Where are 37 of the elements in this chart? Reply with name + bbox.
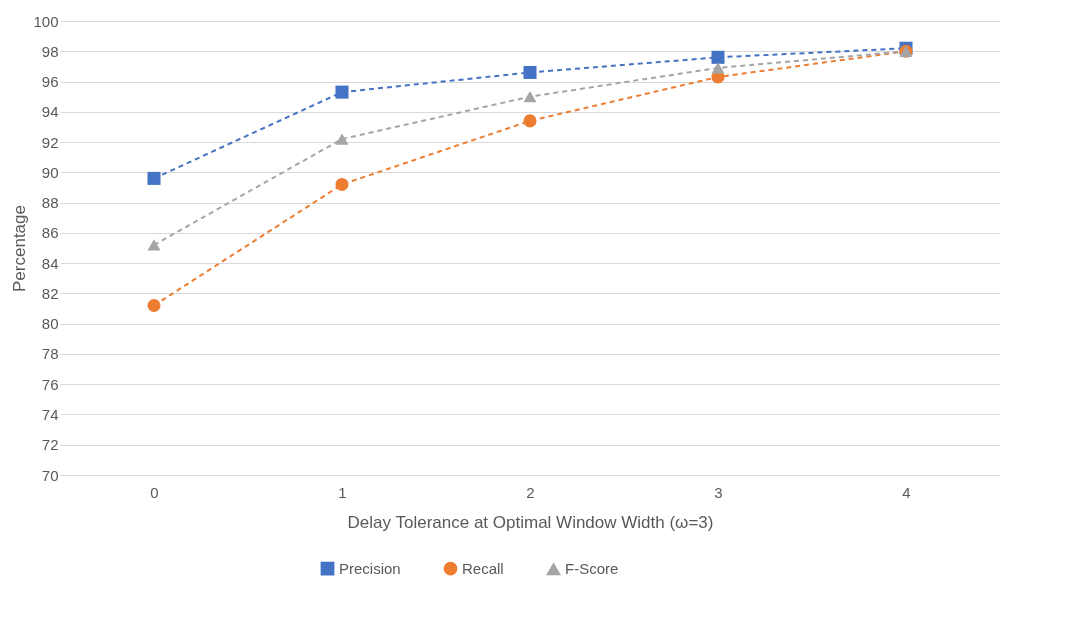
y-tick-label: 90 <box>41 163 59 181</box>
y-tick-label: 92 <box>41 133 59 151</box>
x-tick-label: 2 <box>526 483 535 501</box>
legend-label: Recall <box>462 559 504 577</box>
point <box>147 239 161 251</box>
x-tick-label: 1 <box>338 483 347 501</box>
y-tick-label: 96 <box>41 73 59 91</box>
point <box>335 133 349 145</box>
y-tick-label: 84 <box>41 254 59 272</box>
point <box>147 299 161 313</box>
point <box>523 65 537 79</box>
y-tick-label: 72 <box>41 436 59 454</box>
point <box>147 171 161 185</box>
y-tick-label: 94 <box>41 103 59 121</box>
point <box>335 85 349 99</box>
legend-label: Precision <box>339 559 401 577</box>
point <box>335 177 349 191</box>
y-tick-label: 78 <box>41 345 59 363</box>
y-tick-label: 76 <box>41 375 59 393</box>
x-tick-label: 4 <box>902 483 911 501</box>
y-tick-label: 100 <box>33 12 59 30</box>
y-tick-label: 88 <box>41 194 59 212</box>
y-axis-title: Percentage <box>10 205 30 292</box>
y-tick-label: 86 <box>41 224 59 242</box>
y-tick-label: 98 <box>41 42 59 60</box>
x-tick-label: 0 <box>150 483 159 501</box>
legend-label: F-Score <box>565 560 619 578</box>
point <box>523 114 537 128</box>
y-tick-label: 74 <box>41 405 59 423</box>
y-tick-label: 80 <box>41 315 59 333</box>
y-tick-label: 82 <box>41 284 59 302</box>
point <box>711 62 725 74</box>
point <box>523 91 537 103</box>
point <box>711 50 725 64</box>
y-tick-label: 70 <box>41 466 59 484</box>
x-tick-label: 3 <box>714 483 723 501</box>
x-axis-title: Delay Tolerance at Optimal Window Width (ω=3) <box>347 512 714 532</box>
